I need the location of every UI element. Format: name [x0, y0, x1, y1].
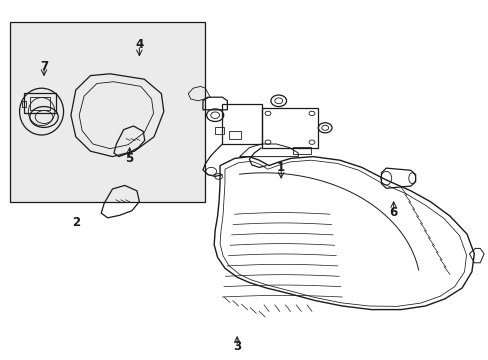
- Bar: [222, 104, 261, 144]
- Text: 6: 6: [389, 206, 397, 219]
- Bar: [30, 97, 50, 110]
- Text: 7: 7: [40, 60, 48, 73]
- Text: 4: 4: [135, 39, 143, 51]
- Bar: [228, 131, 241, 139]
- Bar: [21, 101, 26, 107]
- Bar: [293, 147, 310, 154]
- Bar: [261, 108, 317, 148]
- Text: 3: 3: [233, 340, 241, 353]
- Bar: [215, 127, 224, 134]
- Text: 2: 2: [72, 216, 80, 229]
- Bar: [24, 93, 56, 113]
- Text: 1: 1: [277, 161, 285, 174]
- Bar: [10, 22, 205, 202]
- Text: 5: 5: [125, 152, 133, 165]
